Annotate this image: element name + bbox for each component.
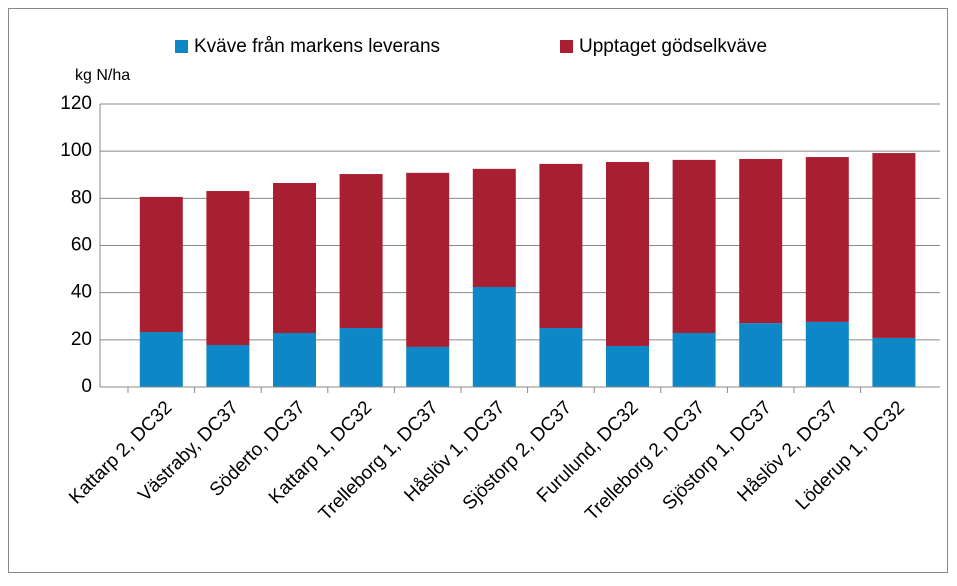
bar-segment [739, 323, 783, 387]
bar-segment [739, 158, 783, 324]
y-tick-label: 80 [71, 187, 92, 208]
bar-segment [406, 346, 450, 387]
y-tick-label: 120 [60, 93, 92, 114]
bar-segment [872, 153, 916, 338]
y-tick-label: 20 [71, 329, 92, 350]
bar-segment [206, 345, 250, 387]
bar-segment [273, 332, 316, 387]
bar-segment [672, 159, 716, 333]
bar-segment [273, 183, 316, 333]
bar-segment [872, 337, 916, 387]
bar-segment [539, 328, 583, 387]
y-tick-label: 40 [71, 282, 92, 303]
y-tick-label: 60 [71, 235, 92, 256]
bar-segment [606, 345, 649, 387]
bar-segment [672, 332, 716, 387]
bar-segment [805, 157, 849, 322]
bar-segment [472, 168, 516, 288]
y-tick-label: 0 [81, 376, 92, 397]
bar-segment [406, 172, 450, 347]
bar-segment [539, 163, 583, 329]
bar-segment [339, 328, 383, 387]
bar-segment [805, 321, 849, 387]
bar-segment [206, 191, 250, 346]
legend-label: Kväve från markens leverans [194, 36, 440, 57]
legend-swatch [175, 40, 188, 53]
legend-label: Upptaget gödselkväve [579, 36, 767, 57]
bar-segment [606, 162, 649, 346]
bar-segment [139, 332, 183, 387]
bar-segment [472, 287, 516, 387]
legend-swatch [560, 40, 573, 53]
bar-segment [139, 196, 183, 333]
y-tick-label: 100 [60, 140, 92, 161]
y-axis-label: kg N/ha [75, 67, 130, 84]
bar-segment [339, 174, 383, 329]
